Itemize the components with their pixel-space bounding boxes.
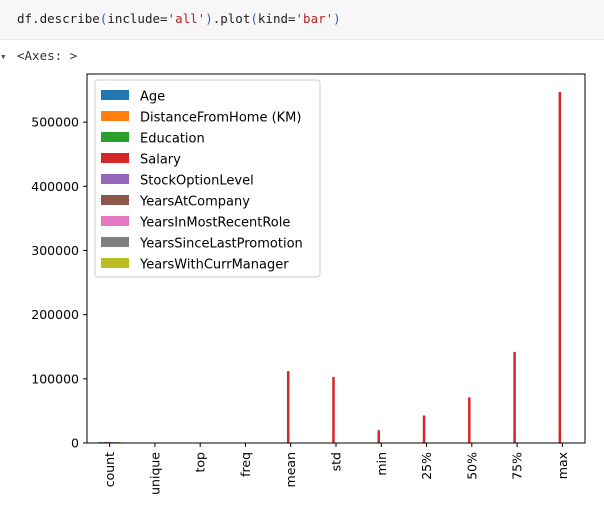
code-paren: ( bbox=[99, 11, 108, 26]
legend-label: YearsInMostRecentRole bbox=[139, 216, 290, 231]
legend-swatch bbox=[101, 174, 129, 184]
bar-salary-std bbox=[332, 376, 335, 443]
code-method: .plot bbox=[212, 11, 251, 26]
bar-salary-min bbox=[377, 430, 381, 443]
x-tick-label: unique bbox=[147, 452, 162, 495]
x-tick-label: std bbox=[329, 452, 344, 471]
x-tick-label: 75% bbox=[510, 452, 525, 480]
legend-swatch bbox=[101, 90, 129, 100]
bar-salary-50 bbox=[468, 397, 471, 443]
code-line[interactable]: df.describe(include='all').plot(kind='ba… bbox=[17, 11, 341, 26]
legend-swatch bbox=[101, 111, 129, 121]
legend-label: YearsAtCompany bbox=[139, 195, 250, 210]
code-arg-name: kind= bbox=[257, 11, 296, 26]
collapse-output-icon[interactable]: ▾ bbox=[0, 50, 7, 63]
legend-label: YearsSinceLastPromotion bbox=[139, 237, 303, 252]
legend-label: StockOptionLevel bbox=[140, 174, 254, 189]
legend-label: DistanceFromHome (KM) bbox=[140, 111, 301, 126]
legend-swatch bbox=[101, 153, 129, 163]
x-tick-label: max bbox=[555, 452, 570, 479]
x-tick-label: freq bbox=[238, 452, 253, 477]
bar-salary-mean bbox=[286, 371, 290, 443]
legend-box bbox=[94, 79, 321, 278]
code-paren: ( bbox=[250, 11, 258, 26]
legend-label: Salary bbox=[140, 153, 181, 168]
code-paren: ) bbox=[333, 11, 341, 26]
legend-label: YearsWithCurrManager bbox=[139, 258, 289, 273]
legend-label: Education bbox=[140, 132, 205, 147]
y-tick-label: 0 bbox=[71, 436, 79, 451]
bar-salary-max bbox=[558, 91, 562, 443]
code-string: 'all' bbox=[167, 11, 206, 26]
y-tick-label: 400000 bbox=[31, 179, 79, 194]
code-cell[interactable]: df.describe(include='all').plot(kind='ba… bbox=[0, 0, 604, 40]
bar-salary-75 bbox=[513, 351, 516, 443]
code-arg-name: include= bbox=[107, 11, 168, 26]
legend-swatch bbox=[101, 132, 129, 142]
code-string: 'bar' bbox=[295, 11, 334, 26]
x-tick-label: min bbox=[374, 452, 389, 476]
legend-swatch bbox=[101, 237, 129, 247]
x-tick-label: mean bbox=[283, 452, 298, 487]
code-paren: ) bbox=[205, 11, 213, 26]
code-prefix: df.describe bbox=[17, 11, 100, 26]
legend-swatch bbox=[101, 258, 129, 268]
legend-swatch bbox=[101, 195, 129, 205]
y-tick-label: 100000 bbox=[31, 371, 79, 386]
x-tick-label: top bbox=[193, 452, 208, 473]
y-tick-label: 200000 bbox=[31, 307, 79, 322]
output-repr: <Axes: > bbox=[17, 48, 78, 63]
legend-swatch bbox=[101, 216, 129, 226]
x-tick-label: 25% bbox=[419, 452, 434, 480]
bar-salary-25 bbox=[422, 415, 426, 443]
x-tick-label: 50% bbox=[464, 452, 479, 480]
y-tick-label: 500000 bbox=[31, 115, 79, 130]
legend-label: Age bbox=[140, 90, 165, 105]
y-tick-label: 300000 bbox=[31, 243, 79, 258]
x-tick-label: count bbox=[102, 452, 117, 487]
